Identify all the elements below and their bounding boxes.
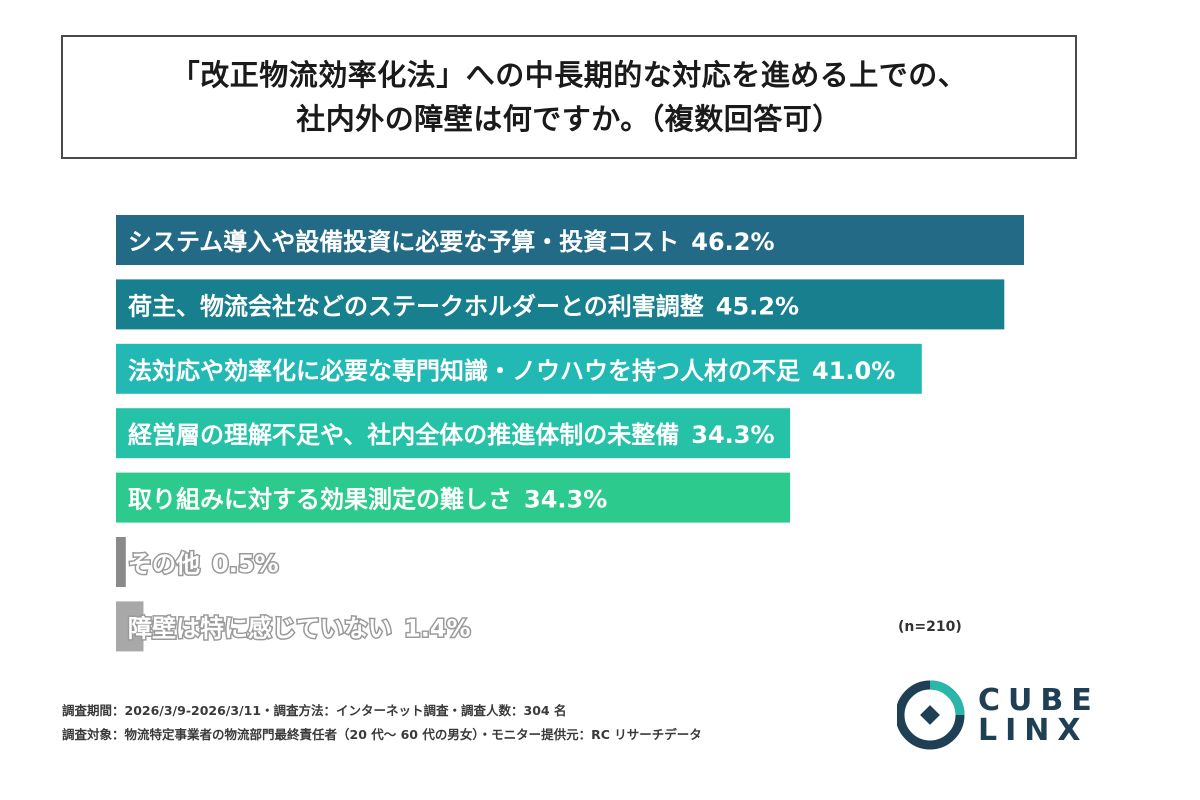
chart-title-line-2: 社内外の障壁は何ですか。（複数回答可） bbox=[296, 102, 842, 136]
bar-6 bbox=[116, 537, 126, 587]
logo-text-linx: LINX bbox=[978, 713, 1089, 748]
chart-title-box: 「改正物流効率化法」への中長期的な対応を進める上での、 社内外の障壁は何ですか。… bbox=[61, 35, 1077, 159]
bar-4 bbox=[116, 408, 791, 459]
sample-size-note: (n=210) bbox=[898, 619, 962, 635]
bar-label-5: 取り組みに対する効果測定の難しさ 34.3% bbox=[128, 486, 607, 514]
chart-title-line-1: 「改正物流効率化法」への中長期的な対応を進める上での、 bbox=[170, 58, 968, 92]
bar-label-2: 荷主、物流会社などのステークホルダーとの利害調整 45.2% bbox=[128, 292, 799, 320]
survey-info-line-1: 調査期間：2026/3/9-2026/3/11・調査方法：インターネット調査・調… bbox=[62, 703, 567, 718]
category-label-1: システム導入や設備投資に必要な予算・投資コスト bbox=[128, 228, 679, 256]
survey-info-line-2: 調査対象：物流特定事業者の物流部門最終責任者（20 代〜 60 代の男女）・モニ… bbox=[62, 727, 702, 742]
cube-linx-logo-icon bbox=[897, 680, 965, 750]
value-label-4: 34.3% bbox=[679, 421, 774, 449]
bar-label-3: 法対応や効率化に必要な専門知識・ノウハウを持つ人材の不足 41.0% bbox=[128, 357, 895, 385]
category-label-5: 取り組みに対する効果測定の難しさ bbox=[128, 486, 512, 514]
bar-label-1: システム導入や設備投資に必要な予算・投資コスト 46.2% bbox=[128, 228, 775, 256]
value-label-1: 46.2% bbox=[679, 228, 774, 256]
value-label-5: 34.3% bbox=[512, 486, 607, 514]
logo-text-cube: CUBE bbox=[978, 683, 1100, 718]
bar-label-4: 経営層の理解不足や、社内全体の推進体制の未整備 34.3% bbox=[128, 421, 775, 449]
bar-1 bbox=[116, 215, 1024, 265]
category-label-2: 荷主、物流会社などのステークホルダーとの利害調整 bbox=[128, 292, 704, 320]
bar-label-7: 障壁は特に感じていない 1.4% bbox=[128, 614, 471, 642]
bar-2 bbox=[116, 279, 1005, 330]
bar-3 bbox=[116, 343, 922, 394]
value-label-6: 0.5% bbox=[200, 550, 279, 578]
value-label-7: 1.4% bbox=[392, 614, 471, 642]
bar-5 bbox=[116, 472, 791, 523]
category-label-4: 経営層の理解不足や、社内全体の推進体制の未整備 bbox=[128, 421, 679, 449]
value-label-3: 41.0% bbox=[800, 357, 895, 385]
bar-label-6: その他 0.5% bbox=[128, 550, 279, 578]
category-label-3: 法対応や効率化に必要な専門知識・ノウハウを持つ人材の不足 bbox=[128, 357, 800, 385]
value-label-2: 45.2% bbox=[704, 292, 799, 320]
category-label-7: 障壁は特に感じていない bbox=[128, 614, 392, 642]
category-label-6: その他 bbox=[128, 550, 200, 578]
bar-7 bbox=[116, 601, 144, 652]
